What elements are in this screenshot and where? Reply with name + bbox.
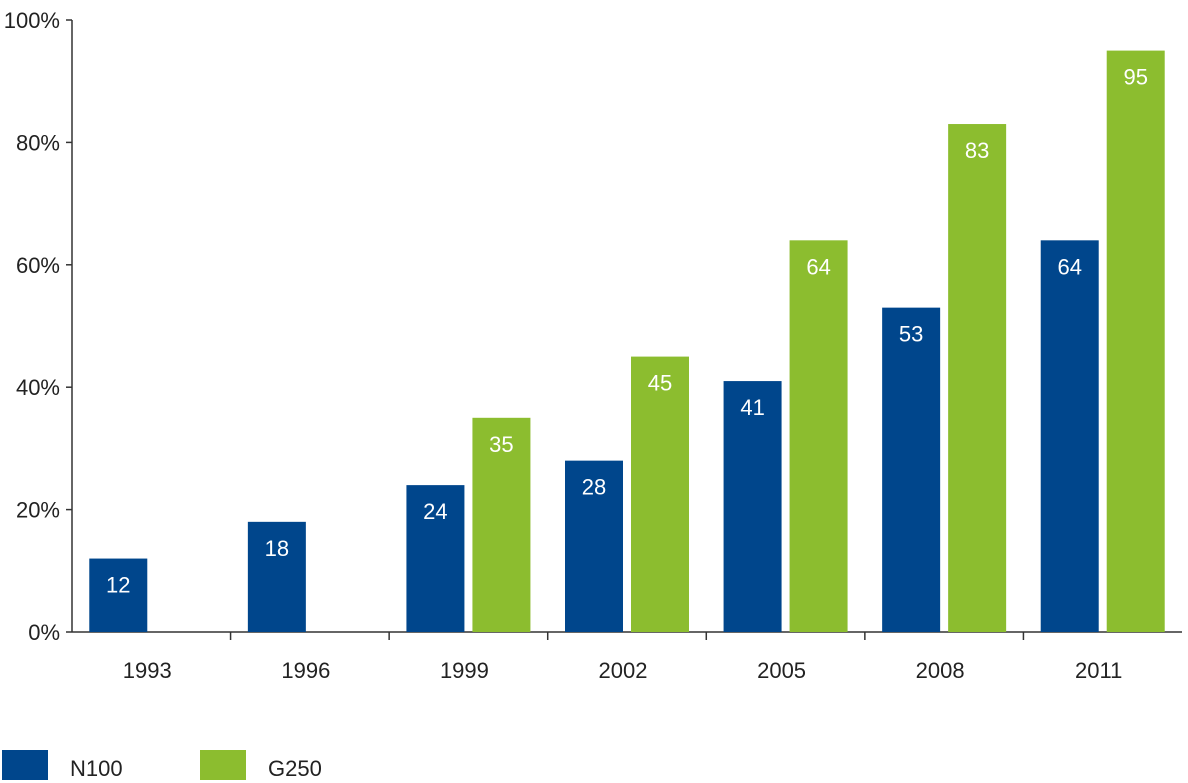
- x-tick-label: 1999: [440, 658, 489, 683]
- legend-label: N100: [70, 756, 123, 781]
- bar-n100-2008: [882, 307, 941, 632]
- legend-swatch: [2, 750, 48, 780]
- bar-labels: 12 18 24 35 28 45 41 64 53 83 64 95: [106, 65, 1148, 598]
- bar-n100-2002: [565, 460, 623, 632]
- bar-n100-1996: [247, 521, 306, 632]
- y-tick-label: 80%: [16, 130, 60, 155]
- x-tick-label: 1996: [281, 658, 330, 683]
- legend-item-n100: N100: [2, 750, 123, 781]
- y-axis: 0% 20% 40% 60% 80% 100%: [4, 8, 73, 645]
- bar-value-label: 64: [1057, 254, 1081, 279]
- bar-value-label: 53: [899, 322, 923, 347]
- x-tick-label: 2005: [757, 658, 806, 683]
- bar-value-label: 35: [489, 432, 513, 457]
- legend-label: G250: [268, 756, 322, 781]
- x-tick-label: 2008: [916, 658, 965, 683]
- bars: [89, 50, 1165, 633]
- bar-n100-2005: [723, 381, 782, 632]
- bar-value-label: 18: [265, 536, 289, 561]
- bar-value-label: 95: [1123, 65, 1147, 90]
- bar-g250-1999: [472, 417, 531, 632]
- bar-value-label: 28: [582, 475, 606, 500]
- bar-n100-2011: [1040, 240, 1099, 632]
- bar-value-label: 41: [740, 395, 764, 420]
- bar-value-label: 45: [648, 371, 672, 396]
- legend-swatch: [200, 750, 246, 780]
- y-tick-label: 20%: [16, 498, 60, 523]
- y-tick-label: 100%: [4, 8, 60, 33]
- x-tick-label: 2002: [599, 658, 648, 683]
- y-tick-label: 0%: [28, 620, 60, 645]
- bar-g250-2002: [631, 356, 689, 632]
- bar-g250-2005: [789, 240, 848, 632]
- bar-g250-2011: [1106, 50, 1165, 633]
- bar-value-label: 24: [423, 499, 447, 524]
- bar-g250-2008: [948, 124, 1007, 632]
- bar-n100-1993: [89, 558, 148, 632]
- bar-value-label: 64: [806, 254, 830, 279]
- x-tick-label: 1993: [123, 658, 172, 683]
- y-tick-label: 40%: [16, 375, 60, 400]
- x-tick-label: 2011: [1075, 658, 1122, 683]
- legend-item-g250: G250: [200, 750, 322, 781]
- bar-n100-1999: [406, 485, 465, 632]
- x-axis: 1993 1996 1999 2002 2005 2008 2011: [72, 631, 1182, 683]
- bar-value-label: 83: [965, 138, 989, 163]
- bar-value-label: 12: [106, 573, 130, 598]
- y-tick-label: 60%: [16, 253, 60, 278]
- legend: N100 G250: [2, 750, 322, 781]
